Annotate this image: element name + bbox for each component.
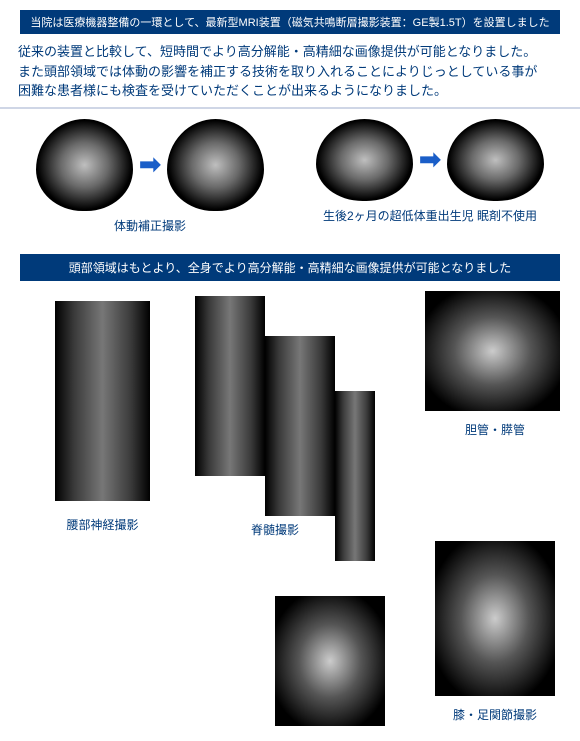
- infant-card: ➡ 生後2ヶ月の超低体重出生児 眠剤不使用: [316, 119, 544, 224]
- mri-infant-after: [447, 119, 544, 201]
- mri-lumbar: [55, 301, 150, 501]
- desc-line: 困難な患者様にも検査を受けていただくことが出来るようになりました。: [18, 81, 562, 101]
- image-pair: ➡: [316, 119, 544, 201]
- motion-correction-card: ➡ 体動補正撮影: [36, 119, 264, 234]
- mri-brain-after: [167, 119, 264, 211]
- mri-spine-2: [265, 336, 335, 516]
- image-pair: ➡: [36, 119, 264, 211]
- mri-spine-3: [335, 391, 375, 561]
- caption: 体動補正撮影: [114, 217, 186, 234]
- caption-knee: 膝・足関節撮影: [440, 706, 550, 723]
- top-image-row: ➡ 体動補正撮影 ➡ 生後2ヶ月の超低体重出生児 眠剤不使用: [0, 109, 580, 234]
- mri-infant-before: [316, 119, 413, 201]
- body-scan-grid: 腰部神経撮影 脊髄撮影 胆管・膵管 膝・足関節撮影: [10, 291, 570, 741]
- mri-bile-duct: [425, 291, 560, 411]
- section-banner: 頭部領域はもとより、全身でより高分解能・高精細な画像提供が可能となりました: [20, 254, 560, 281]
- mri-ankle: [275, 596, 385, 726]
- caption: 生後2ヶ月の超低体重出生児 眠剤不使用: [323, 207, 537, 224]
- caption-spine: 脊髄撮影: [235, 521, 315, 538]
- desc-line: 従来の装置と比較して、短時間でより高分解能・高精細な画像提供が可能となりました。: [18, 42, 562, 62]
- description-box: 従来の装置と比較して、短時間でより高分解能・高精細な画像提供が可能となりました。…: [0, 42, 580, 109]
- mri-spine-1: [195, 296, 265, 476]
- arrow-icon: ➡: [139, 149, 161, 180]
- mri-brain-before: [36, 119, 133, 211]
- arrow-icon: ➡: [419, 144, 441, 175]
- caption-bile: 胆管・膵管: [450, 421, 540, 438]
- intro-banner: 当院は医療機器整備の一環として、最新型MRI装置（磁気共鳴断層撮影装置：GE製1…: [20, 10, 560, 34]
- desc-line: また頭部領域では体動の影響を補正する技術を取り入れることによりじっとしている事が: [18, 62, 562, 82]
- mri-knee: [435, 541, 555, 696]
- caption-lumbar: 腰部神経撮影: [45, 516, 160, 533]
